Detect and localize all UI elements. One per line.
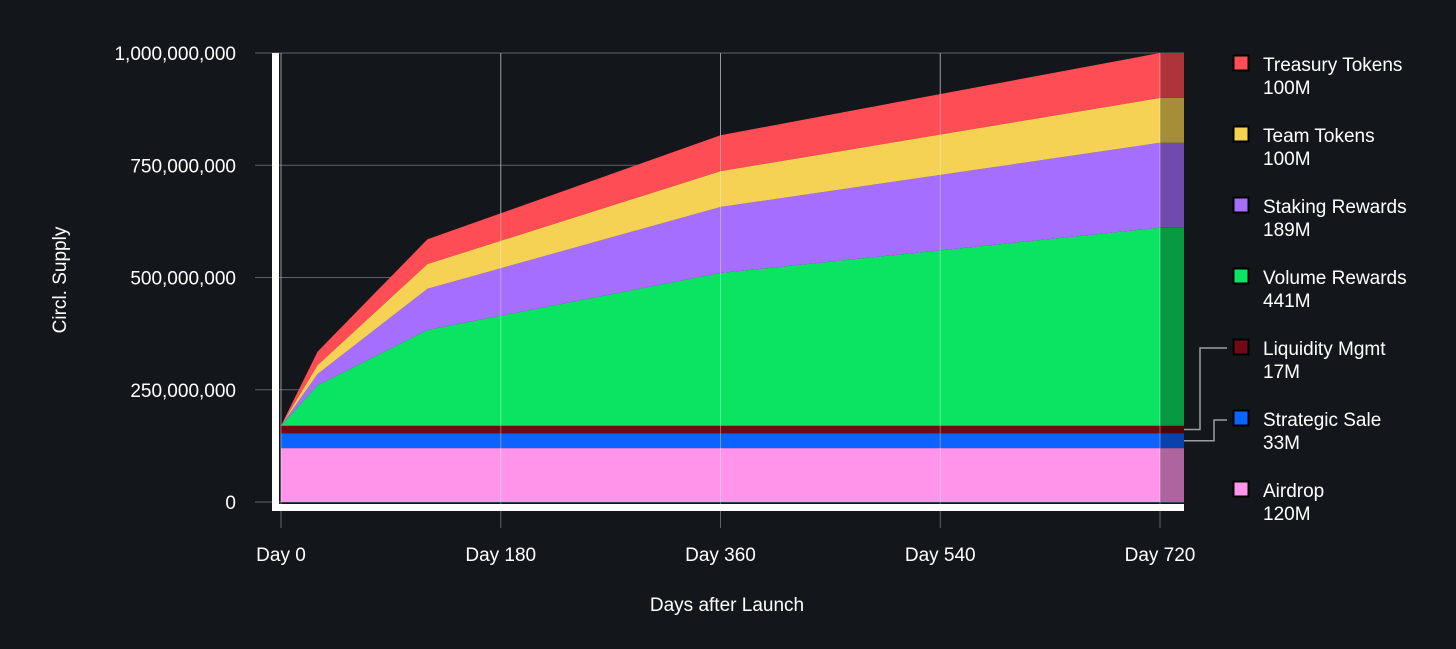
legend-label-liquidity-mgmt: Liquidity Mgmt	[1263, 339, 1386, 360]
legend-label-team-tokens: Team Tokens	[1263, 126, 1375, 147]
y-tick-label: 500,000,000	[130, 269, 236, 290]
y-axis-title: Circl. Supply	[50, 226, 71, 333]
legend-swatch-airdrop	[1232, 480, 1250, 498]
legend-swatch-volume-rewards	[1232, 267, 1250, 285]
legend-label-airdrop: Airdrop	[1263, 481, 1324, 502]
legend-label-volume-rewards: Volume Rewards	[1263, 268, 1407, 289]
area-liquidity-mgmt	[281, 425, 1184, 434]
area-staking-rewards	[281, 142, 1184, 426]
x-axis-line	[272, 504, 1184, 511]
y-tick-label: 250,000,000	[130, 381, 236, 402]
legend-value-liquidity-mgmt: 17M	[1263, 362, 1300, 383]
area-strategic-sale	[281, 433, 1184, 449]
x-tick-label: Day 540	[905, 545, 976, 566]
legend-label-treasury-tokens: Treasury Tokens	[1263, 55, 1402, 76]
legend-swatch-team-tokens	[1232, 125, 1250, 143]
x-axis-title: Days after Launch	[650, 595, 804, 616]
area-volume-rewards	[281, 227, 1184, 426]
area-treasury-tokens	[281, 53, 1184, 426]
y-axis-line	[272, 53, 279, 511]
legend-value-treasury-tokens: 100M	[1263, 78, 1311, 99]
legend-swatch-treasury-tokens	[1232, 54, 1250, 72]
x-tick-label: Day 0	[256, 545, 306, 566]
area-team-tokens	[281, 97, 1184, 426]
x-tick-label: Day 360	[685, 545, 756, 566]
legend-value-volume-rewards: 441M	[1263, 291, 1311, 312]
area-airdrop	[281, 448, 1184, 502]
legend-label-staking-rewards: Staking Rewards	[1263, 197, 1407, 218]
legend-swatch-strategic-sale	[1232, 409, 1250, 427]
axes	[272, 53, 1184, 511]
y-tick-label: 0	[225, 493, 236, 514]
x-tick-label: Day 720	[1125, 545, 1196, 566]
legend-value-team-tokens: 100M	[1263, 149, 1311, 170]
tick-labels: 0 250,000,000 500,000,000 750,000,000 1,000,…	[114, 44, 1195, 566]
legend-value-staking-rewards: 189M	[1263, 220, 1311, 241]
end-band-shade	[1160, 53, 1184, 502]
leader-line-liquidity-mgmt	[1184, 347, 1227, 431]
legend-value-strategic-sale: 33M	[1263, 433, 1300, 454]
y-tick-label: 750,000,000	[130, 156, 236, 177]
legend-label-strategic-sale: Strategic Sale	[1263, 410, 1381, 431]
area-series	[280, 53, 1184, 502]
legend-swatch-liquidity-mgmt	[1232, 338, 1250, 356]
y-tick-label: 1,000,000,000	[114, 44, 236, 65]
legend-value-airdrop: 120M	[1263, 504, 1311, 525]
leader-line-strategic-sale	[1184, 419, 1227, 442]
x-tick-label: Day 180	[465, 545, 536, 566]
legend-swatch-staking-rewards	[1232, 196, 1250, 214]
